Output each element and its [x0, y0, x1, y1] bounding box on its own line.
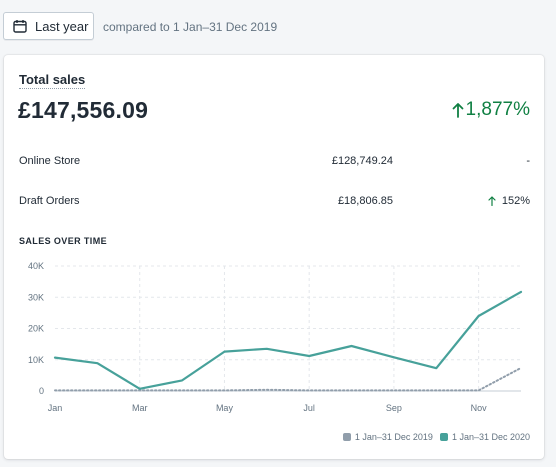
arrow-up-icon — [488, 196, 496, 206]
y-tick-label: 40K — [28, 261, 44, 271]
row-change: 152% — [488, 195, 530, 207]
x-tick-label: Sep — [386, 403, 402, 413]
x-tick-label: May — [216, 403, 234, 413]
date-range-label: Last year — [35, 18, 89, 34]
comparison-text: compared to 1 Jan–31 Dec 2019 — [103, 20, 278, 34]
x-tick-label: Jan — [48, 403, 63, 413]
y-tick-label: 30K — [28, 292, 44, 302]
legend-label: 1 Jan–31 Dec 2019 — [354, 432, 433, 442]
chart-legend: 1 Jan–31 Dec 2019 1 Jan–31 Dec 2020 — [336, 432, 530, 442]
chart-heading: SALES OVER TIME — [19, 236, 108, 246]
card-title[interactable]: Total sales — [19, 72, 86, 89]
row-name: Online Store — [19, 155, 81, 167]
series-line-2019 — [54, 366, 522, 392]
row-change: - — [526, 155, 530, 167]
breakdown-row-draft-orders: Draft Orders £18,806.85 152% — [19, 195, 530, 211]
row-amount: £18,806.85 — [337, 195, 393, 207]
x-tick-label: Jul — [303, 403, 315, 413]
legend-item-2019[interactable]: 1 Jan–31 Dec 2019 — [342, 432, 433, 442]
arrow-up-icon — [452, 103, 463, 118]
total-sales-change: 1,877% — [452, 99, 530, 121]
row-amount: £128,749.24 — [331, 155, 393, 167]
x-tick-label: Nov — [471, 403, 488, 413]
series-line-2020 — [53, 290, 523, 390]
total-sales-value: £147,556.09 — [18, 97, 149, 123]
legend-label: 1 Jan–31 Dec 2020 — [451, 432, 530, 442]
legend-swatch — [439, 433, 448, 441]
legend-item-2020[interactable]: 1 Jan–31 Dec 2020 — [439, 432, 530, 442]
breakdown-row-online-store: Online Store £128,749.24 - — [19, 155, 530, 171]
date-range-button[interactable]: Last year — [3, 12, 94, 40]
legend-swatch — [342, 433, 351, 441]
row-change-value: 152% — [501, 195, 530, 207]
y-tick-label: 20K — [28, 324, 44, 334]
row-name: Draft Orders — [19, 195, 80, 207]
y-tick-label: 10K — [28, 355, 44, 365]
y-tick-label: 0 — [39, 386, 44, 396]
x-tick-label: Mar — [132, 403, 148, 413]
total-sales-card: Total sales £147,556.09 1,877% Online St… — [4, 55, 544, 459]
sales-over-time-chart: 0 10K 20K 30K 40K Jan Mar May Jul Sep Nov — [28, 261, 523, 413]
total-sales-change-value: 1,877% — [465, 99, 530, 120]
calendar-icon — [13, 20, 27, 33]
